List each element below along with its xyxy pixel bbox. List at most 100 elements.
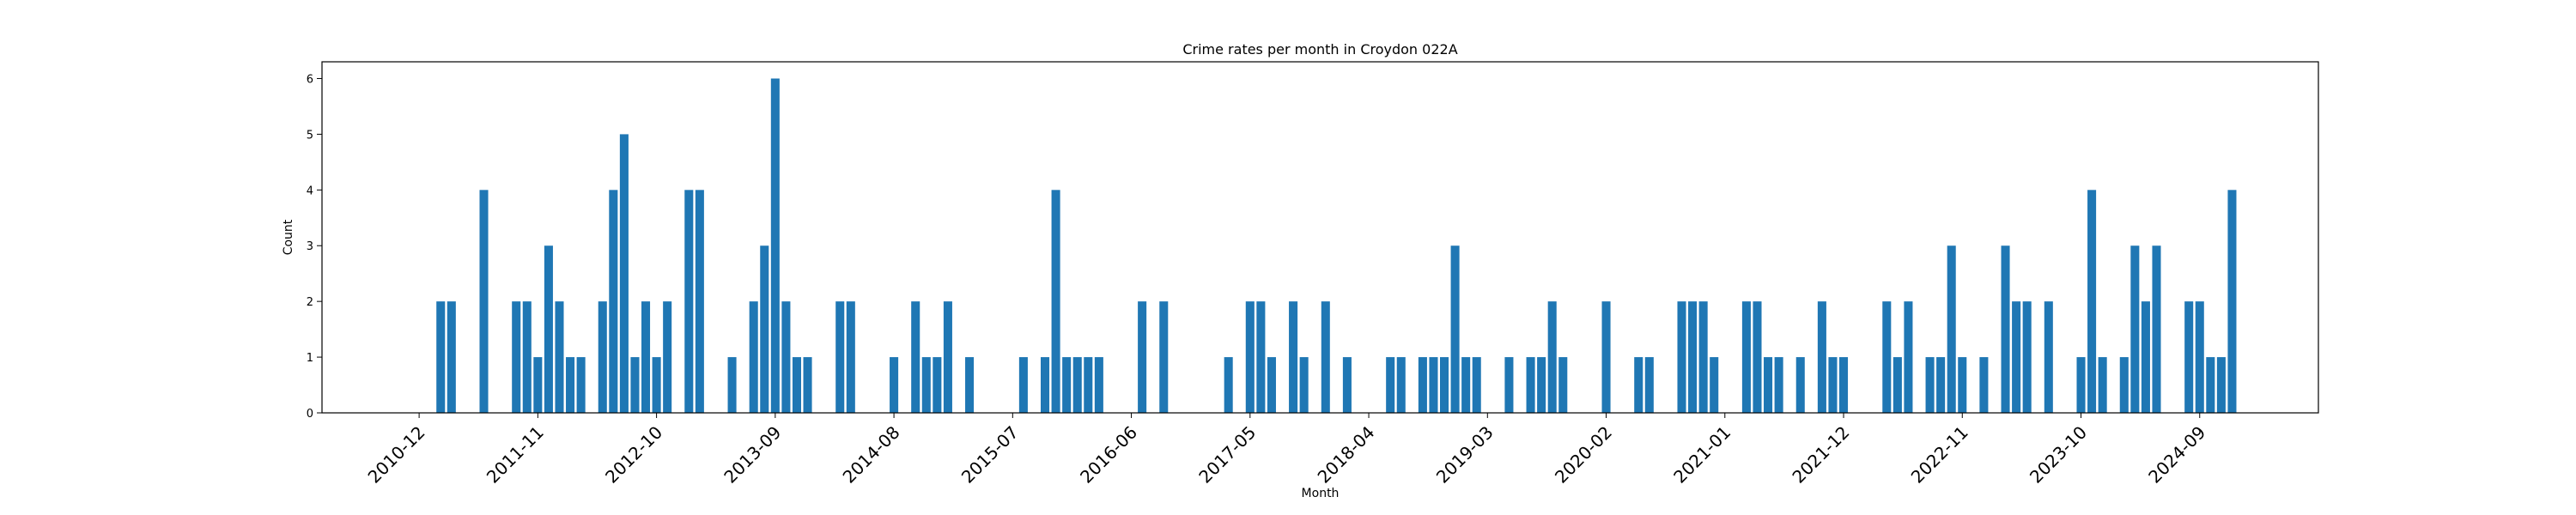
bar bbox=[2001, 245, 2010, 413]
bar bbox=[630, 357, 640, 413]
bar bbox=[1774, 357, 1783, 413]
x-tick-label: 2024-09 bbox=[2144, 422, 2209, 488]
x-tick-label: 2014-08 bbox=[839, 422, 904, 488]
x-tick-label: 2021-12 bbox=[1788, 422, 1853, 488]
bar bbox=[1289, 301, 1298, 413]
bar bbox=[1741, 301, 1751, 413]
y-tick-label: 3 bbox=[307, 240, 313, 253]
x-tick-label: 2016-06 bbox=[1076, 422, 1141, 488]
x-tick-label: 2012-10 bbox=[601, 422, 666, 488]
bar bbox=[1677, 301, 1686, 413]
x-tick-label: 2020-02 bbox=[1551, 422, 1616, 488]
bar bbox=[2184, 301, 2194, 413]
bar bbox=[1601, 301, 1611, 413]
bar bbox=[835, 301, 845, 413]
bar bbox=[447, 301, 456, 413]
bar bbox=[1547, 301, 1557, 413]
bar bbox=[2022, 301, 2032, 413]
chart-title: Crime rates per month in Croydon 022A bbox=[1182, 41, 1457, 58]
bar bbox=[846, 301, 855, 413]
bar bbox=[965, 357, 975, 413]
bar bbox=[684, 190, 694, 414]
bar bbox=[1450, 245, 1460, 413]
bar bbox=[1461, 357, 1471, 413]
bar bbox=[911, 301, 920, 413]
y-tick-label: 0 bbox=[307, 408, 313, 421]
bar bbox=[1753, 301, 1762, 413]
bar bbox=[2098, 357, 2107, 413]
x-axis: 2010-12 2011-11 2012-10 2013-09 2014-08 2015-… bbox=[364, 413, 2209, 488]
bar bbox=[1526, 357, 1535, 413]
bar bbox=[1041, 357, 1050, 413]
bar bbox=[1094, 357, 1103, 413]
x-tick-label: 2022-11 bbox=[1907, 422, 1972, 488]
bar bbox=[1795, 357, 1805, 413]
bar bbox=[1342, 357, 1352, 413]
bar bbox=[760, 245, 769, 413]
bar bbox=[1882, 301, 1892, 413]
bar bbox=[1644, 357, 1654, 413]
y-tick-label: 1 bbox=[307, 352, 313, 365]
bar bbox=[1321, 301, 1330, 413]
bar bbox=[1386, 357, 1395, 413]
bar bbox=[1440, 357, 1449, 413]
bar bbox=[921, 357, 931, 413]
bar bbox=[933, 357, 942, 413]
bar bbox=[2076, 357, 2086, 413]
bar bbox=[598, 301, 607, 413]
bar bbox=[2141, 301, 2150, 413]
bar bbox=[1224, 357, 1233, 413]
bar bbox=[695, 190, 704, 414]
bar bbox=[1634, 357, 1643, 413]
bar bbox=[1958, 357, 1967, 413]
x-tick-label: 2019-03 bbox=[1432, 422, 1498, 488]
bar bbox=[1925, 357, 1935, 413]
x-tick-label: 2023-10 bbox=[2026, 422, 2091, 488]
bar bbox=[1817, 301, 1826, 413]
bar bbox=[522, 301, 532, 413]
bar bbox=[436, 301, 446, 413]
bar bbox=[1299, 357, 1309, 413]
bar bbox=[2087, 190, 2097, 414]
bar bbox=[749, 301, 758, 413]
y-tick-label: 6 bbox=[307, 73, 313, 86]
bar bbox=[792, 357, 801, 413]
bar bbox=[1245, 301, 1255, 413]
bar bbox=[512, 301, 521, 413]
x-tick-label: 2018-04 bbox=[1314, 422, 1379, 488]
x-tick-label: 2010-12 bbox=[364, 422, 429, 488]
bar bbox=[2216, 357, 2226, 413]
bar bbox=[781, 301, 791, 413]
bar bbox=[2130, 245, 2140, 413]
x-tick-label: 2017-05 bbox=[1194, 422, 1260, 488]
bar bbox=[2012, 301, 2021, 413]
y-tick-label: 5 bbox=[307, 129, 313, 142]
bar bbox=[1893, 357, 1902, 413]
x-tick-label: 2015-07 bbox=[957, 422, 1023, 488]
bar bbox=[641, 301, 651, 413]
bar bbox=[1018, 357, 1028, 413]
bar bbox=[1256, 301, 1266, 413]
bar bbox=[1839, 357, 1849, 413]
bar bbox=[1698, 301, 1708, 413]
bar bbox=[533, 357, 543, 413]
bar bbox=[2044, 301, 2053, 413]
bar bbox=[1688, 301, 1698, 413]
bar bbox=[544, 245, 553, 413]
y-tick-label: 4 bbox=[307, 185, 313, 197]
bar bbox=[2119, 357, 2129, 413]
bar bbox=[1138, 301, 1147, 413]
bars-layer bbox=[436, 78, 2237, 414]
y-axis: 0 1 2 3 4 5 6 bbox=[307, 73, 322, 421]
bar bbox=[1418, 357, 1427, 413]
bar bbox=[1936, 357, 1946, 413]
bar bbox=[943, 301, 952, 413]
x-axis-label: Month bbox=[1302, 487, 1340, 500]
x-tick-label: 2011-11 bbox=[483, 422, 548, 488]
bar bbox=[609, 190, 618, 414]
bar bbox=[1267, 357, 1276, 413]
bar bbox=[770, 78, 780, 413]
bar bbox=[1504, 357, 1514, 413]
bar bbox=[663, 301, 672, 413]
